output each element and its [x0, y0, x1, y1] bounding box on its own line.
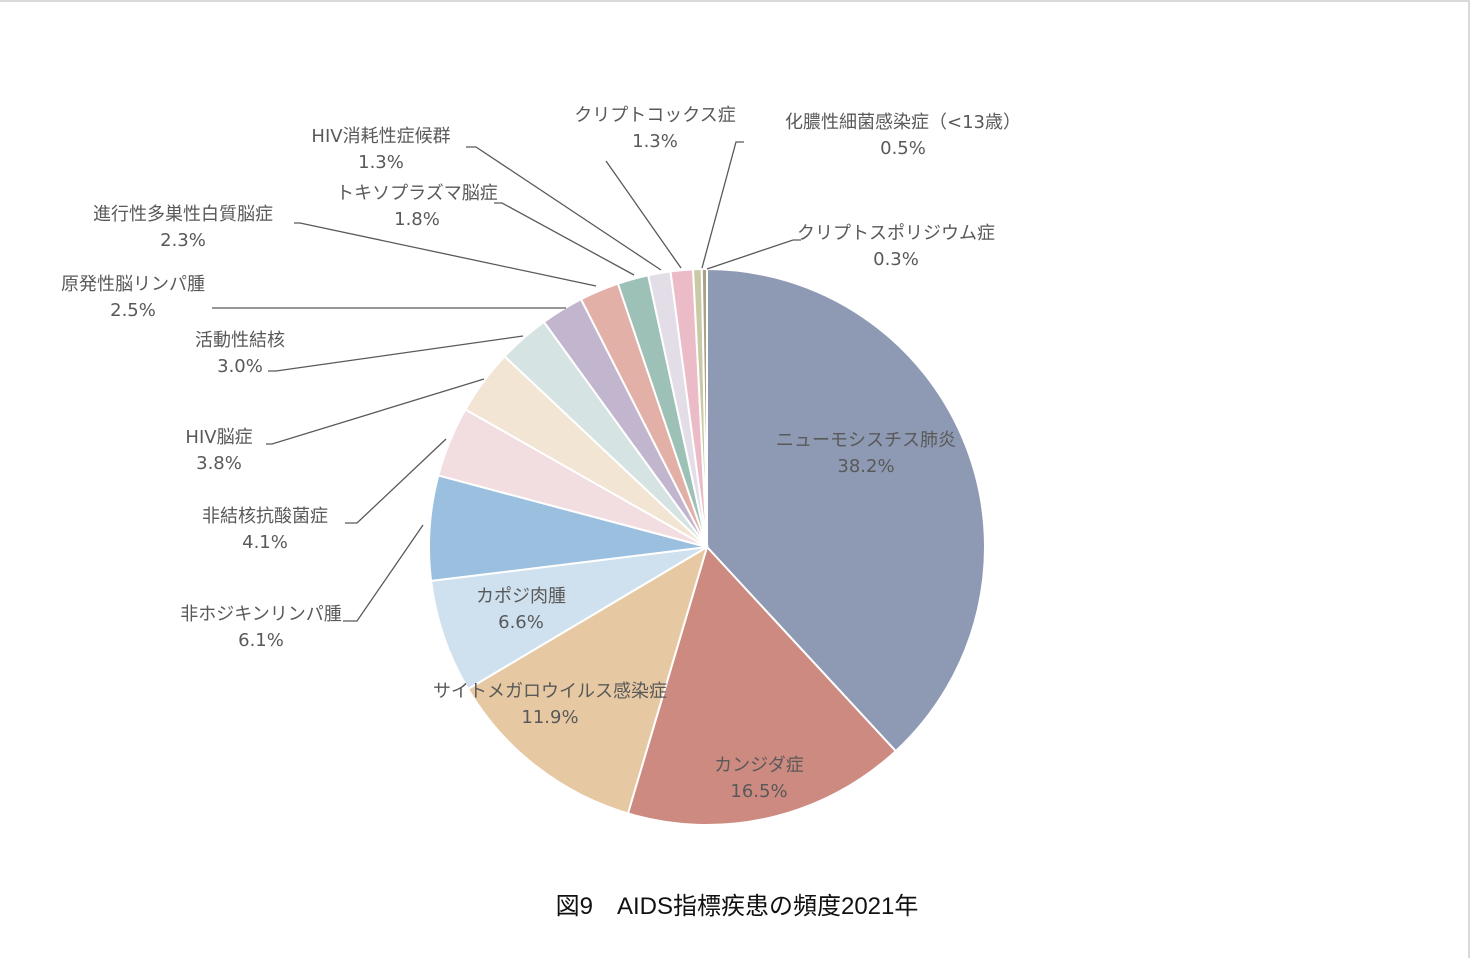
slice-label: カンジダ症	[714, 755, 804, 776]
figure-caption: 図9 AIDS指標疾患の頻度2021年	[555, 893, 919, 920]
slice-value-label: 0.3%	[873, 249, 919, 270]
leader-line	[343, 524, 424, 622]
slice-label: カポジ肉腫	[476, 586, 566, 607]
slice-label: 非ホジキンリンパ腫	[180, 604, 341, 625]
leader-line	[706, 239, 801, 270]
slice-label: 非結核抗酸菌症	[202, 506, 328, 527]
leader-line	[294, 222, 597, 287]
slice-label: クリプトコックス症	[574, 105, 735, 126]
slice-value-label: 38.2%	[837, 456, 894, 477]
leader-line	[701, 141, 744, 269]
pie-slices	[428, 267, 986, 826]
slice-value-label: 3.8%	[196, 453, 242, 474]
leader-line	[466, 146, 662, 271]
leader-lines	[212, 141, 801, 622]
leader-line	[266, 378, 485, 445]
slice-value-label: 3.0%	[217, 356, 263, 377]
slice-label: HIV脳症	[185, 427, 252, 448]
pie-slice	[700, 267, 708, 548]
slice-value-label: 2.3%	[160, 230, 206, 251]
slice-label: クリプトスポリジウム症	[797, 223, 995, 244]
slice-label: 原発性脳リンパ腫	[61, 274, 205, 295]
pie-slice	[429, 546, 708, 691]
leader-line	[494, 202, 635, 276]
slice-label: 進行性多巣性白質脳症	[93, 204, 273, 225]
leader-line	[268, 335, 524, 372]
slice-label: HIV消耗性症候群	[311, 126, 450, 147]
slice-value-label: 0.5%	[880, 138, 926, 159]
pie-slice	[706, 267, 986, 753]
slice-labels: ニューモシスチス肺炎 38.2% カンジダ症 16.5% サイトメガロウイルス感染症 11…	[61, 105, 1021, 802]
slice-value-label: 16.5%	[730, 781, 787, 802]
slice-label: 化膿性細菌感染症（<13歳）	[785, 112, 1021, 133]
pie-slice	[466, 544, 709, 815]
slice-label: サイトメガロウイルス感染症	[433, 681, 667, 702]
pie-slice	[626, 545, 898, 826]
slice-value-label: 11.9%	[521, 707, 578, 728]
slice-label: ニューモシスチス肺炎	[776, 430, 956, 451]
slice-value-label: 1.3%	[632, 131, 678, 152]
slice-label: 活動性結核	[195, 330, 285, 351]
slice-label: トキソプラズマ脳症	[336, 183, 498, 204]
slice-value-label: 4.1%	[242, 532, 288, 553]
slice-value-label: 1.8%	[394, 209, 440, 230]
slice-value-label: 1.3%	[358, 152, 404, 173]
slice-value-label: 2.5%	[110, 300, 156, 321]
leader-line	[605, 160, 682, 269]
leader-line	[345, 438, 447, 524]
slice-value-label: 6.6%	[498, 612, 544, 633]
slice-value-label: 6.1%	[238, 630, 284, 651]
